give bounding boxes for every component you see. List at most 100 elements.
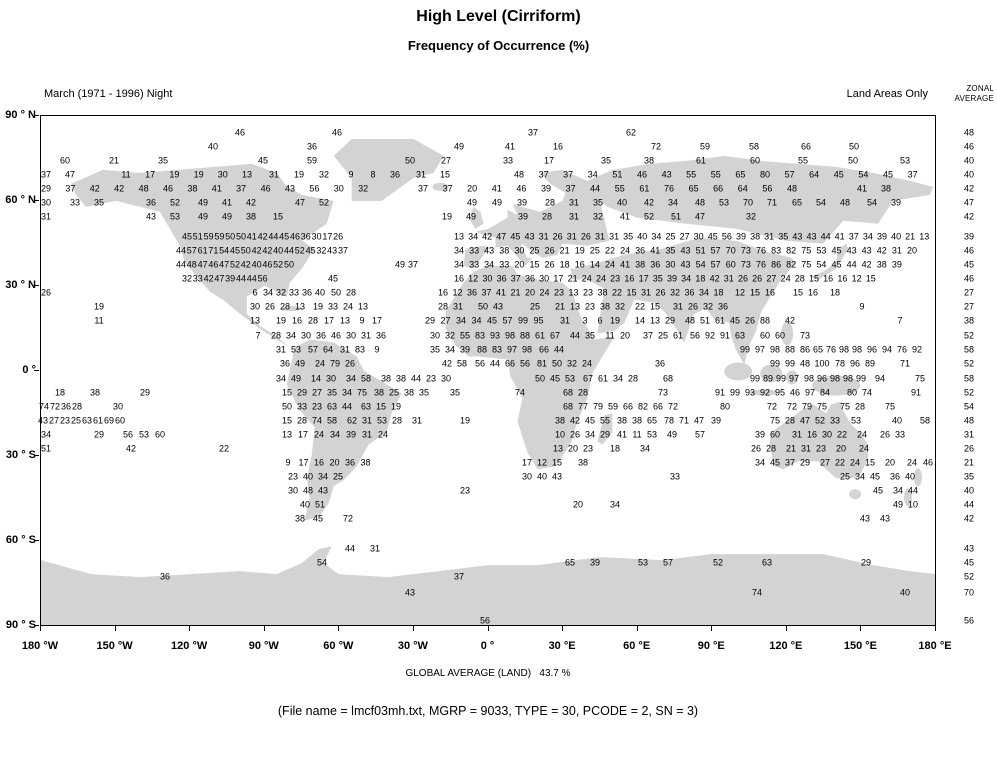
zonal-average-value: 52 [963, 358, 975, 369]
island-madagascar [597, 413, 613, 445]
continent-africa [445, 265, 615, 470]
zonal-average-value: 40 [963, 169, 975, 180]
zonal-average-value: 48 [963, 127, 975, 138]
island-britain [468, 206, 484, 229]
lon-tick-label: 180 °E [918, 640, 952, 652]
lon-tick-label: 90 °E [697, 640, 725, 652]
lon-tick [338, 626, 340, 631]
zonal-average-value: 46 [963, 245, 975, 256]
zonal-average-value: 47 [963, 197, 975, 208]
continent-australia [769, 401, 869, 479]
lon-tick [711, 626, 713, 631]
lon-tick-label: 150 °E [843, 640, 877, 652]
island-cuba [281, 306, 302, 312]
continent-north-america [70, 163, 334, 348]
zonal-average-value: 58 [963, 344, 975, 355]
lat-tick [34, 540, 39, 541]
lon-tick-label: 60 °E [623, 640, 651, 652]
page-subtitle: Frequency of Occurrence (%) [407, 38, 590, 53]
period-label: March (1971 - 1996) Night [44, 88, 173, 100]
page-title: High Level (Cirriform) [416, 8, 581, 25]
lat-tick [34, 115, 39, 116]
zonal-average-value: 52 [963, 330, 975, 341]
lon-tick-label: 150 °W [96, 640, 133, 652]
island-new-zealand-north [914, 468, 923, 487]
lon-tick [636, 626, 638, 631]
lon-tick [263, 626, 265, 631]
island-sumatra [724, 362, 753, 381]
zonal-average-value: 52 [963, 387, 975, 398]
zonal-average-value: 27 [963, 301, 975, 312]
lon-tick [412, 626, 414, 631]
zonal-average-value: 45 [963, 259, 975, 270]
zonal-average-value: 38 [963, 315, 975, 326]
lat-tick [34, 285, 39, 286]
island-greenland [333, 138, 444, 201]
zonal-average-value: 70 [963, 587, 975, 598]
zonal-average-value: 31 [963, 429, 975, 440]
zonal-average-value: 45 [963, 557, 975, 568]
lat-tick-label: 30 ° S [5, 449, 36, 461]
continent-europe [463, 169, 610, 269]
zonal-average-value: 48 [963, 415, 975, 426]
area-label: Land Areas Only [846, 88, 928, 100]
island-borneo [760, 364, 783, 383]
lat-tick [34, 200, 39, 201]
zonal-average-value: 44 [963, 499, 975, 510]
continent-south-america [286, 339, 402, 521]
zonal-average-header: ZONAL AVERAGE [955, 84, 995, 104]
lat-tick-label: 60 ° S [5, 534, 36, 546]
lon-tick [40, 626, 41, 631]
zonal-header-line1: ZONAL [966, 84, 994, 93]
file-caption: (File name = lmcf03mh.txt, MGRP = 9033, … [277, 704, 699, 718]
lon-tick [562, 626, 564, 631]
island-java [750, 389, 779, 396]
lon-tick [487, 626, 489, 631]
zonal-average-value: 46 [963, 141, 975, 152]
zonal-average-value: 58 [963, 373, 975, 384]
zonal-average-value: 43 [963, 543, 975, 554]
lon-tick-label: 180 °W [21, 640, 59, 652]
lat-tick [34, 625, 39, 626]
region-siberia [587, 155, 934, 244]
lon-tick-label: 30 °E [548, 640, 576, 652]
zonal-average-value: 40 [963, 485, 975, 496]
lat-tick-label: 90 ° S [5, 619, 36, 631]
lon-tick-label: 0 ° [480, 640, 495, 652]
lat-tick [34, 455, 39, 456]
lon-tick-label: 120 °E [769, 640, 803, 652]
lon-tick [114, 626, 116, 631]
zonal-average-value: 26 [963, 443, 975, 454]
island-iceland [432, 182, 449, 191]
lat-tick-label: 60 ° N [5, 194, 36, 206]
zonal-average-value: 42 [963, 211, 975, 222]
zonal-average-value: 56 [963, 615, 975, 626]
lon-tick-label: 90 °W [248, 640, 279, 652]
lat-tick [34, 370, 39, 371]
zonal-average-value: 54 [963, 401, 975, 412]
lon-tick-label: 30 °W [397, 640, 428, 652]
zonal-header-line2: AVERAGE [954, 94, 994, 103]
continent-antarctica [41, 546, 935, 625]
zonal-average-value: 42 [963, 513, 975, 524]
lon-tick [860, 626, 862, 631]
lat-tick-label: 90 ° N [5, 109, 36, 121]
island-japan [811, 243, 849, 280]
lat-tick-label: 30 ° N [5, 279, 36, 291]
zonal-average-value: 42 [963, 183, 975, 194]
lon-tick-label: 120 °W [171, 640, 208, 652]
zonal-average-value: 46 [963, 273, 975, 284]
plot-area [40, 115, 936, 626]
lon-tick [189, 626, 191, 631]
zonal-average-value: 39 [963, 231, 975, 242]
zonal-average-value: 21 [963, 457, 975, 468]
island-new-guinea [812, 375, 861, 396]
island-philippines [781, 321, 794, 346]
lon-tick [785, 626, 787, 631]
lon-tick-label: 60 °W [323, 640, 354, 652]
zonal-average-value: 27 [963, 287, 975, 298]
region-south-asia [552, 237, 797, 365]
zonal-average-value: 40 [963, 155, 975, 166]
island-new-zealand-south [904, 488, 913, 507]
lon-tick [935, 626, 936, 631]
